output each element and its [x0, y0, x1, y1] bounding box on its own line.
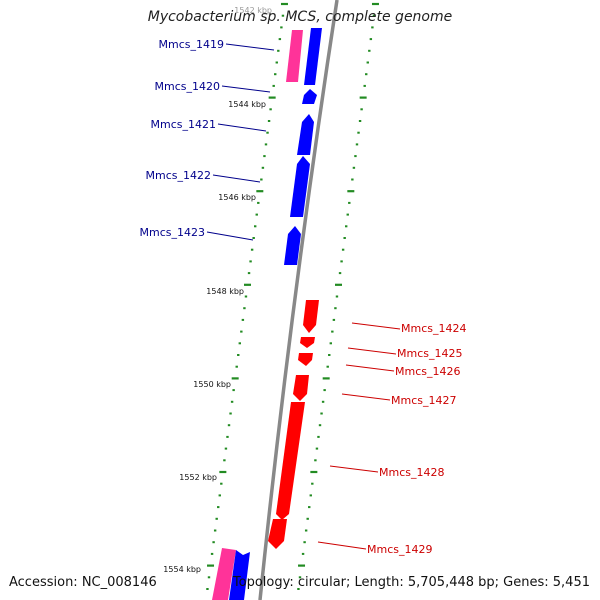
- scale-label-1554: 1554 kbp: [163, 565, 201, 574]
- label-mmcs_1425[interactable]: Mmcs_1425: [397, 347, 462, 360]
- leader-mmcs_1422: [212, 174, 261, 183]
- leader-mmcs_1419: [225, 43, 275, 51]
- gene-mmcs_1420[interactable]: [302, 89, 317, 104]
- label-mmcs_1422[interactable]: Mmcs_1422: [146, 169, 211, 182]
- gene-mmcs_1426[interactable]: [298, 353, 313, 366]
- label-mmcs_1423[interactable]: Mmcs_1423: [140, 226, 205, 239]
- accession-text: Accession: NC_008146: [9, 575, 157, 590]
- label-mmcs_1420[interactable]: Mmcs_1420: [155, 80, 220, 93]
- leader-mmcs_1420: [221, 85, 271, 93]
- scale-label-1550: 1550 kbp: [193, 380, 231, 389]
- rna-gene-bottom[interactable]: [212, 548, 236, 600]
- label-mmcs_1429[interactable]: Mmcs_1429: [367, 543, 432, 556]
- genome-stats-text: Topology: circular; Length: 5,705,448 bp…: [232, 575, 590, 590]
- scale-label-1542: 1542 kbp: [234, 6, 272, 15]
- gene-mmcs_1422[interactable]: [290, 156, 310, 217]
- leader-mmcs_1428: [329, 465, 379, 473]
- tick-marks: [206, 2, 379, 590]
- gene-mmcs_1424[interactable]: [303, 300, 319, 333]
- leader-mmcs_1423: [206, 231, 254, 241]
- gene-mmcs_1423[interactable]: [284, 226, 301, 265]
- leader-mmcs_1427: [341, 393, 391, 401]
- gene-mmcs_1427[interactable]: [293, 375, 309, 401]
- genome-backbone: [258, 0, 339, 600]
- rna-gene-mmcs_1419[interactable]: [286, 30, 303, 82]
- gene-mmcs_1429[interactable]: [268, 519, 287, 549]
- label-mmcs_1428[interactable]: Mmcs_1428: [379, 466, 444, 479]
- leader-mmcs_1424: [351, 322, 401, 330]
- gene-mmcs_1428[interactable]: [276, 402, 305, 520]
- gene-mmcs_1425[interactable]: [300, 337, 315, 348]
- gene-bottom-blue[interactable]: [229, 550, 250, 600]
- label-mmcs_1421[interactable]: Mmcs_1421: [151, 118, 216, 131]
- label-mmcs_1424[interactable]: Mmcs_1424: [401, 322, 466, 335]
- scale-label-1552: 1552 kbp: [179, 473, 217, 482]
- gene-mmcs_1421[interactable]: [297, 114, 314, 155]
- label-mmcs_1419[interactable]: Mmcs_1419: [159, 38, 224, 51]
- scale-label-1544: 1544 kbp: [228, 100, 266, 109]
- label-mmcs_1427[interactable]: Mmcs_1427: [391, 394, 456, 407]
- leader-mmcs_1426: [345, 364, 395, 372]
- leader-mmcs_1425: [347, 347, 397, 355]
- scale-label-1548: 1548 kbp: [206, 287, 244, 296]
- leader-mmcs_1421: [217, 123, 267, 132]
- gene-mmcs_1419[interactable]: [304, 28, 322, 85]
- label-mmcs_1426[interactable]: Mmcs_1426: [395, 365, 460, 378]
- scale-label-1546: 1546 kbp: [218, 193, 256, 202]
- leader-mmcs_1429: [317, 541, 367, 550]
- genome-title: Mycobacterium sp. MCS, complete genome: [147, 9, 453, 25]
